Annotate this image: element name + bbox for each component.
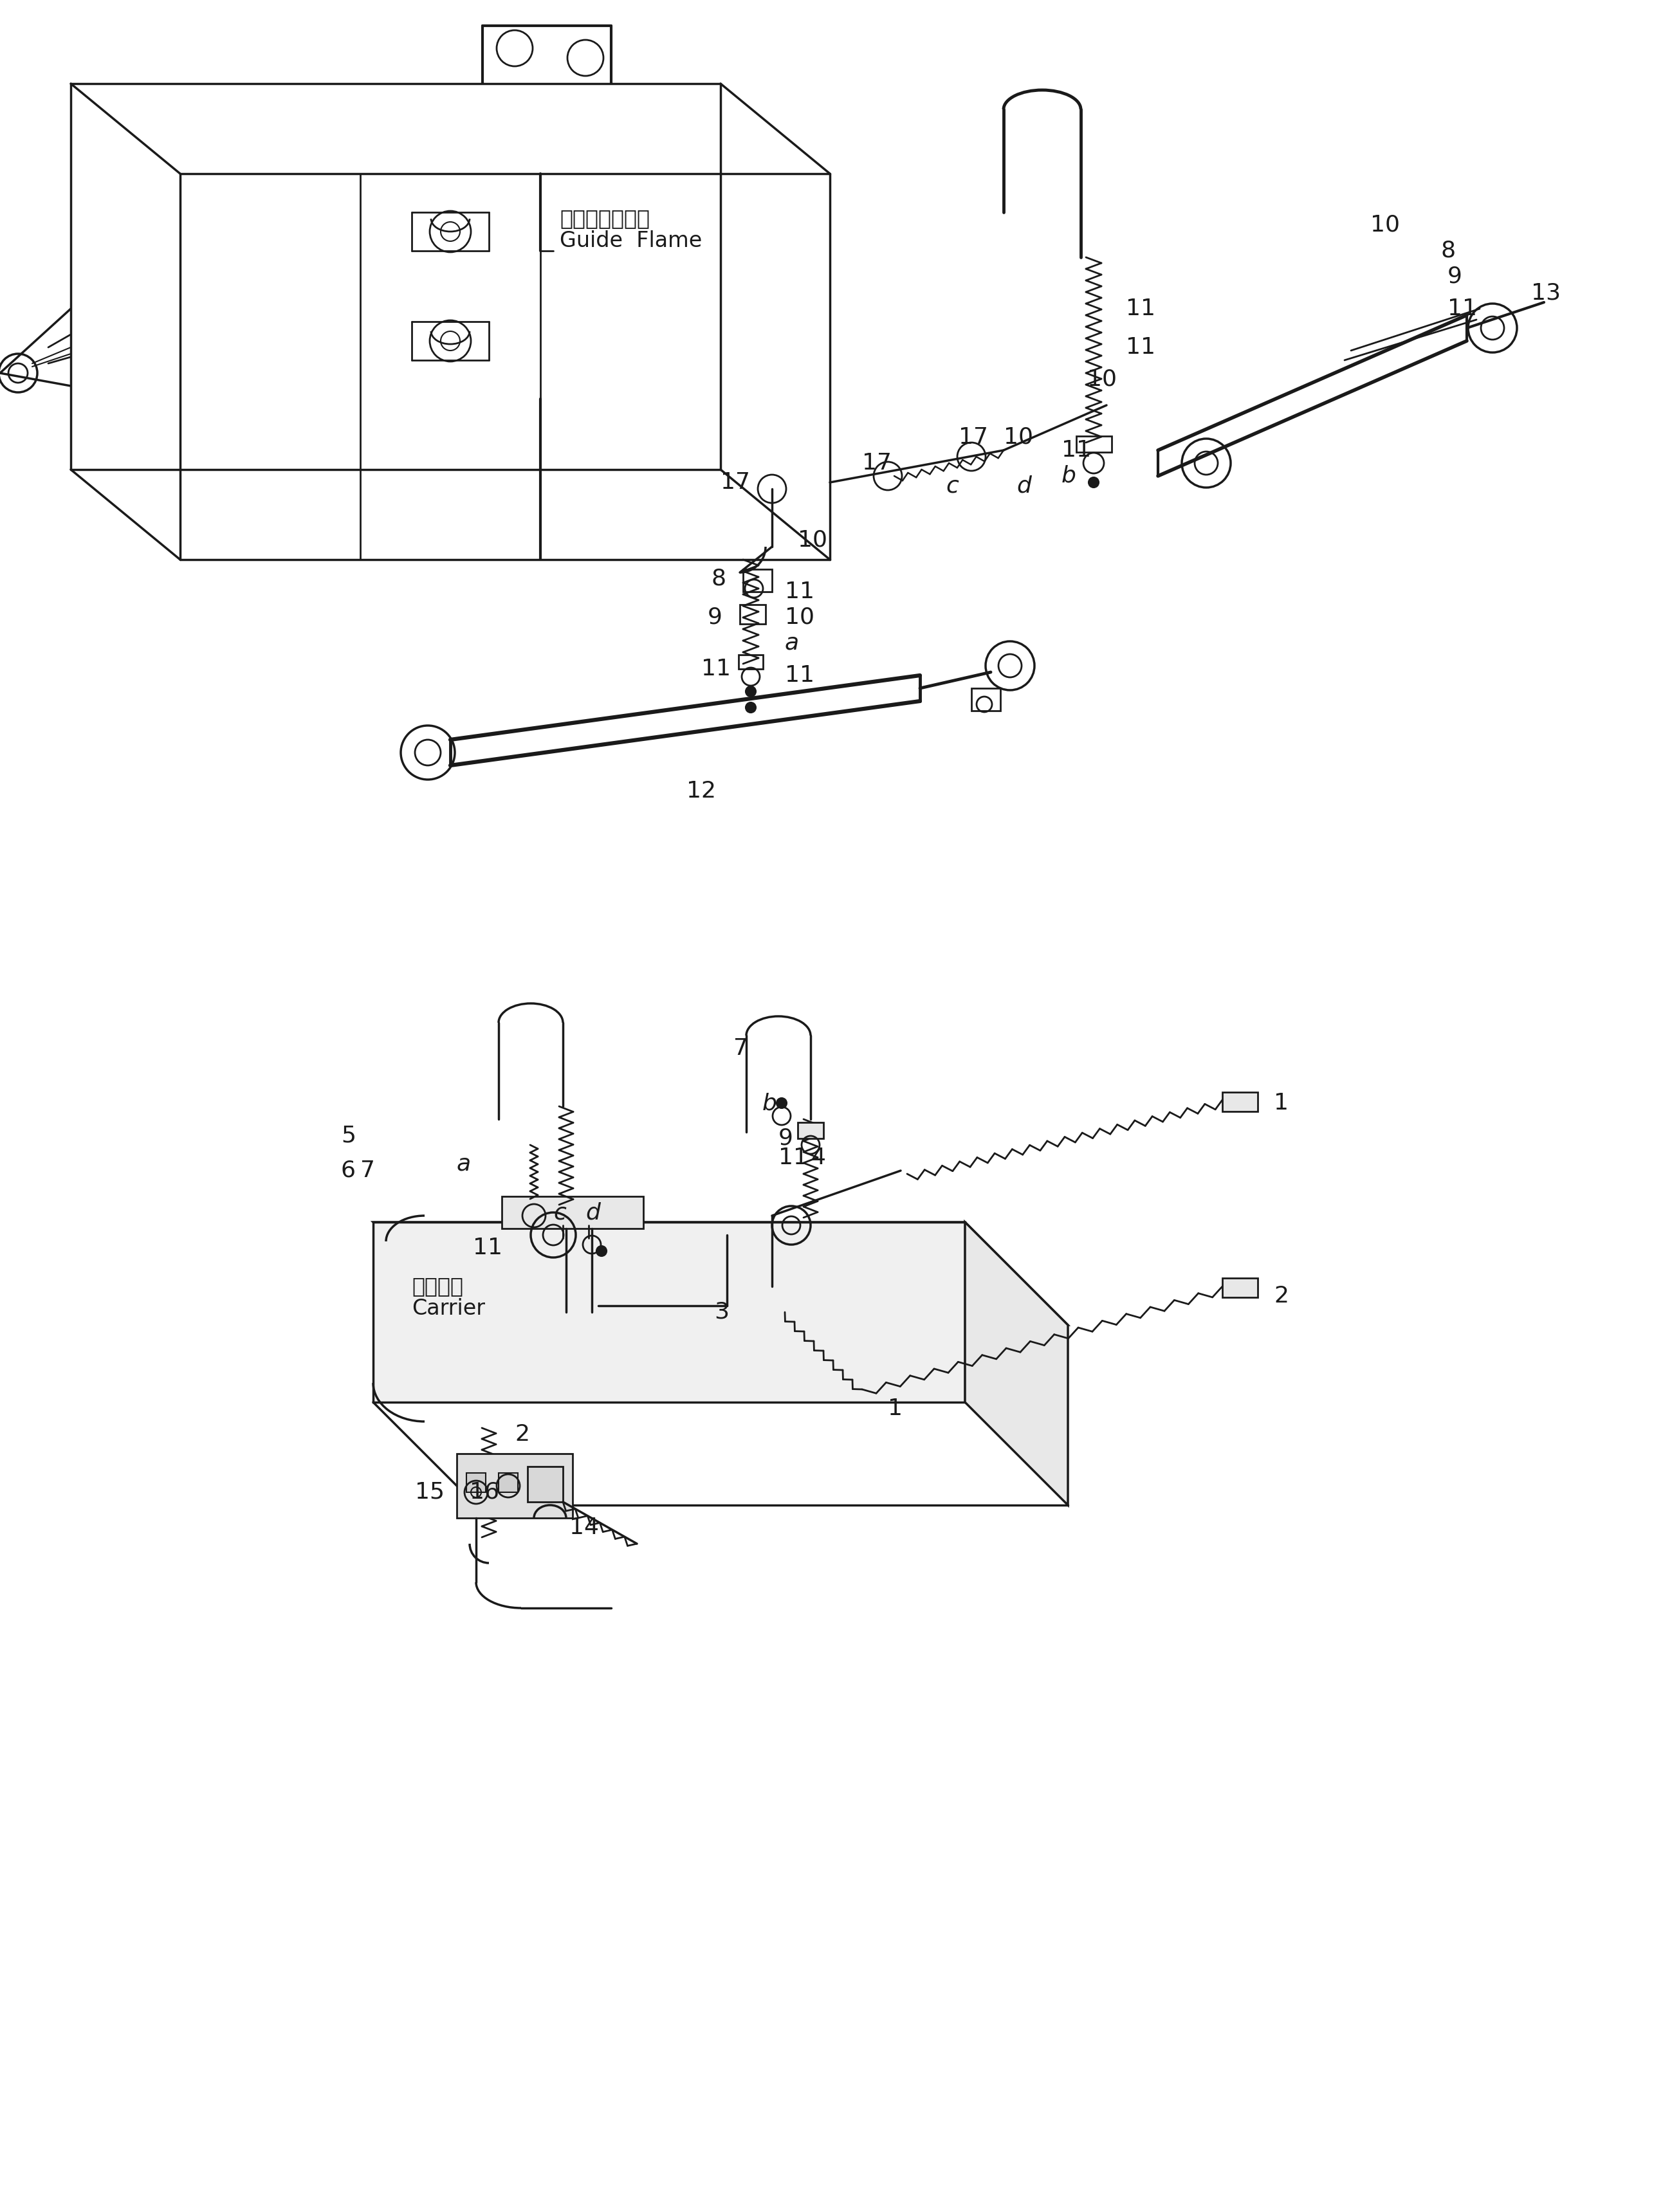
Circle shape	[745, 703, 757, 712]
Text: 10: 10	[1003, 427, 1033, 449]
Bar	[1076, 436, 1111, 451]
Text: 1: 1	[888, 1398, 903, 1420]
Text: 17: 17	[958, 427, 988, 449]
Text: 11: 11	[1447, 299, 1477, 321]
Text: Carrier: Carrier	[412, 1298, 486, 1321]
Text: 15: 15	[416, 1482, 444, 1504]
Text: 2: 2	[1274, 1285, 1289, 1307]
Text: 7: 7	[361, 1159, 376, 1181]
Text: 6: 6	[341, 1159, 356, 1181]
Polygon shape	[373, 1221, 1068, 1325]
Bar	[1222, 1279, 1257, 1298]
Circle shape	[1089, 478, 1099, 487]
Text: 1: 1	[1274, 1093, 1289, 1115]
Text: 10: 10	[1370, 215, 1400, 237]
Bar	[1222, 1093, 1257, 1110]
Text: 11: 11	[785, 582, 815, 602]
Text: 4: 4	[810, 1146, 825, 1168]
Text: 8: 8	[710, 568, 725, 591]
Polygon shape	[965, 1221, 1068, 1504]
Bar	[740, 604, 765, 624]
Text: 11: 11	[1126, 336, 1156, 358]
Text: 5: 5	[341, 1124, 356, 1146]
Text: 10: 10	[785, 606, 815, 628]
Text: 13: 13	[1532, 281, 1560, 303]
Text: 11: 11	[702, 657, 730, 679]
Text: 9: 9	[778, 1128, 793, 1150]
Bar	[457, 1453, 572, 1517]
Text: 7: 7	[733, 1037, 748, 1060]
Text: 11: 11	[472, 1237, 502, 1259]
Text: 14: 14	[569, 1517, 599, 1540]
Text: 10: 10	[798, 529, 827, 551]
Text: d: d	[585, 1201, 600, 1223]
Text: 12: 12	[687, 781, 717, 803]
Text: 9: 9	[1447, 265, 1462, 288]
Text: 16: 16	[469, 1482, 499, 1504]
Bar	[466, 1473, 486, 1493]
Bar	[738, 655, 763, 668]
Text: 17: 17	[720, 471, 750, 493]
Text: b: b	[1061, 465, 1076, 487]
Bar	[502, 1197, 644, 1228]
Text: 3: 3	[713, 1301, 728, 1323]
Text: キャリヤ: キャリヤ	[412, 1276, 464, 1296]
Text: 11: 11	[1061, 440, 1091, 460]
Text: 11: 11	[778, 1146, 808, 1168]
Text: a: a	[457, 1152, 471, 1175]
Text: 17: 17	[861, 451, 891, 473]
Polygon shape	[373, 1221, 965, 1402]
Text: b: b	[762, 1093, 777, 1115]
Text: ガイドフレーム: ガイドフレーム	[560, 208, 650, 230]
Circle shape	[777, 1097, 787, 1108]
Text: 11: 11	[785, 664, 815, 686]
Bar	[527, 1467, 562, 1502]
Text: 8: 8	[1442, 239, 1455, 261]
Circle shape	[597, 1245, 607, 1256]
Text: c: c	[554, 1201, 565, 1223]
Text: 11: 11	[1126, 299, 1156, 321]
Text: c: c	[946, 476, 958, 495]
Bar	[499, 1473, 517, 1493]
Text: 2: 2	[514, 1425, 529, 1444]
Text: a: a	[785, 633, 800, 655]
Bar	[971, 688, 1001, 710]
Text: 10: 10	[1088, 369, 1118, 392]
Bar	[798, 1121, 823, 1139]
Text: Guide  Flame: Guide Flame	[560, 230, 702, 252]
Bar	[743, 568, 772, 593]
Text: d: d	[1016, 476, 1031, 495]
Text: 9: 9	[708, 606, 722, 628]
Circle shape	[745, 686, 757, 697]
